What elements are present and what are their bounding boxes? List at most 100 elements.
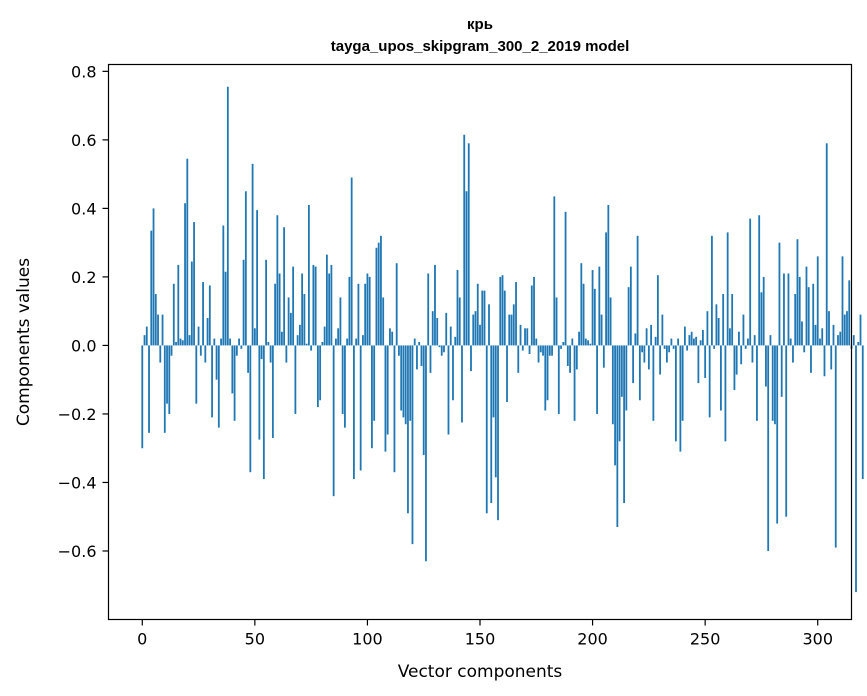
bar bbox=[715, 304, 718, 346]
bar bbox=[249, 345, 252, 473]
bar bbox=[193, 222, 195, 346]
bar bbox=[350, 177, 353, 346]
y-tick-label: −0.6 bbox=[58, 542, 97, 561]
bar bbox=[362, 335, 364, 346]
x-axis-label: Vector components bbox=[398, 662, 563, 682]
bar bbox=[747, 338, 749, 346]
bar bbox=[517, 345, 520, 373]
bar bbox=[600, 314, 603, 346]
bar bbox=[557, 345, 560, 414]
bar bbox=[148, 345, 150, 433]
bar bbox=[159, 345, 162, 363]
bar bbox=[476, 283, 479, 346]
bar bbox=[440, 345, 443, 356]
bar bbox=[474, 311, 477, 346]
bar bbox=[220, 338, 222, 346]
bar bbox=[665, 345, 668, 363]
bar bbox=[760, 292, 763, 346]
bar bbox=[785, 345, 788, 517]
bar bbox=[384, 345, 387, 452]
bar bbox=[562, 342, 565, 346]
bar bbox=[629, 266, 632, 346]
bar bbox=[285, 345, 288, 363]
bar bbox=[713, 345, 716, 349]
x-axis-ticks: 0 50 100 150 200 250 300 bbox=[137, 619, 833, 649]
bar bbox=[328, 273, 331, 346]
bar bbox=[411, 345, 414, 545]
bar bbox=[796, 239, 799, 346]
bar bbox=[688, 335, 691, 346]
bar bbox=[416, 345, 418, 370]
bar bbox=[181, 340, 184, 346]
bar bbox=[321, 342, 324, 346]
bar bbox=[472, 314, 475, 346]
bar bbox=[244, 191, 247, 346]
bar bbox=[339, 297, 342, 346]
bar bbox=[154, 294, 157, 346]
bar bbox=[771, 345, 774, 421]
bar bbox=[695, 336, 698, 346]
bar bbox=[564, 211, 567, 346]
bar bbox=[783, 273, 785, 346]
bar bbox=[659, 345, 662, 375]
bar bbox=[404, 345, 407, 425]
bar bbox=[312, 264, 315, 346]
chart-subtitle: tayga_upos_skipgram_300_2_2019 model bbox=[331, 38, 630, 55]
bar bbox=[211, 345, 213, 418]
bar bbox=[242, 259, 245, 346]
bar bbox=[280, 331, 283, 346]
bar bbox=[418, 342, 421, 346]
bar bbox=[278, 273, 281, 346]
bar bbox=[296, 335, 299, 346]
bar bbox=[769, 335, 772, 346]
bar bbox=[262, 345, 265, 480]
bar bbox=[778, 242, 781, 346]
bar bbox=[753, 335, 756, 346]
bar bbox=[341, 345, 344, 414]
bar bbox=[377, 242, 380, 346]
bar bbox=[519, 324, 522, 346]
bar bbox=[625, 345, 628, 411]
bar bbox=[821, 328, 824, 346]
x-tick-label: 50 bbox=[245, 630, 265, 649]
bar bbox=[330, 264, 333, 346]
bar bbox=[661, 314, 664, 346]
bar bbox=[346, 338, 349, 346]
bar bbox=[256, 210, 259, 346]
y-tick-label: −0.4 bbox=[58, 473, 97, 492]
bar bbox=[805, 266, 808, 346]
bar bbox=[202, 282, 204, 346]
bar bbox=[470, 345, 472, 372]
bar bbox=[528, 345, 531, 354]
bar bbox=[425, 345, 427, 562]
bar bbox=[294, 345, 297, 414]
bar bbox=[569, 345, 571, 373]
bar bbox=[812, 283, 815, 346]
bar bbox=[627, 287, 630, 346]
y-axis-ticks: −0.6 −0.4 −0.2 0.0 0.2 0.4 0.6 0.8 bbox=[58, 62, 109, 561]
bar bbox=[490, 345, 493, 504]
bar bbox=[420, 345, 423, 366]
bar bbox=[697, 345, 700, 384]
bar bbox=[683, 326, 686, 346]
bar bbox=[726, 232, 729, 346]
bar bbox=[199, 345, 202, 356]
bar bbox=[542, 345, 544, 356]
bar bbox=[701, 330, 704, 346]
bar bbox=[816, 256, 819, 346]
bar bbox=[386, 345, 389, 435]
bar bbox=[458, 297, 461, 346]
bar bbox=[506, 345, 508, 402]
bar bbox=[582, 283, 585, 346]
bar bbox=[217, 345, 220, 428]
bar bbox=[224, 271, 227, 346]
bar bbox=[456, 270, 459, 346]
bar bbox=[643, 345, 646, 363]
bar bbox=[395, 263, 398, 346]
bar bbox=[587, 340, 589, 346]
bar bbox=[208, 285, 211, 346]
bar bbox=[830, 345, 833, 370]
bar bbox=[427, 273, 430, 346]
bar bbox=[226, 86, 229, 346]
